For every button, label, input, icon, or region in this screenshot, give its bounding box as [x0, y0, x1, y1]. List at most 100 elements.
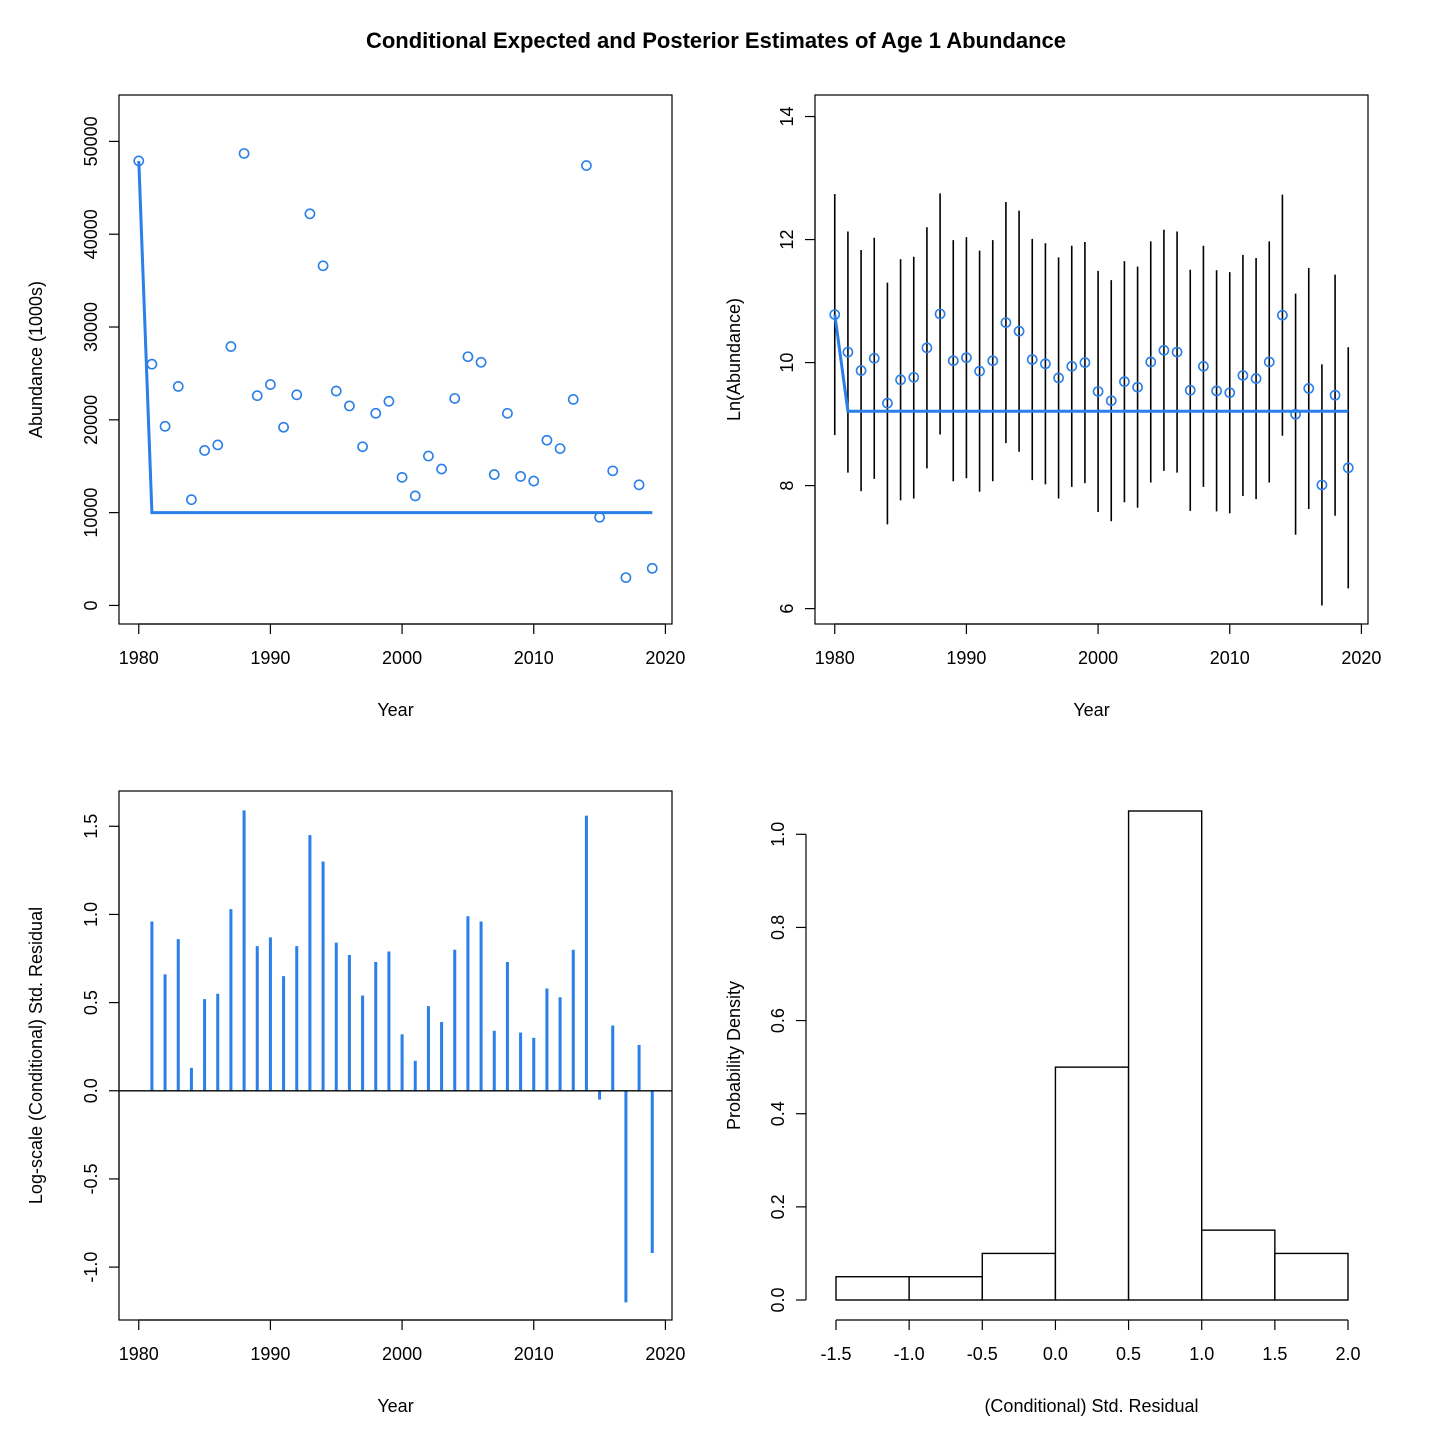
y-tick-label: 0.2	[768, 1194, 788, 1219]
data-point	[146, 358, 158, 370]
data-point	[396, 471, 408, 483]
data-point	[357, 441, 368, 453]
y-tick-label: 1.0	[768, 822, 788, 847]
data-point	[1158, 344, 1170, 356]
x-tick-label: 2020	[645, 648, 685, 668]
data-point	[1000, 317, 1012, 328]
y-tick-label: 50000	[81, 116, 101, 166]
expected-line	[137, 160, 653, 515]
data-point	[409, 490, 421, 502]
data-point	[1040, 358, 1051, 370]
y-tick-label: 0.4	[768, 1101, 788, 1126]
data-point	[882, 397, 893, 409]
data-point	[855, 365, 867, 376]
data-point	[1053, 372, 1064, 384]
data-point	[515, 471, 526, 482]
x-axis-label: Year	[1073, 700, 1109, 720]
data-point	[581, 160, 592, 171]
data-point	[1013, 325, 1025, 337]
data-point	[1105, 395, 1117, 407]
y-tick-label: 0.0	[768, 1287, 788, 1312]
x-axis-label: (Conditional) Std. Residual	[984, 1396, 1198, 1416]
data-point	[291, 389, 303, 401]
data-point	[304, 208, 316, 220]
data-point	[212, 439, 224, 451]
data-point	[449, 393, 461, 404]
data-point	[1316, 479, 1328, 491]
data-point	[1184, 384, 1196, 396]
x-tick-label: 2020	[1341, 648, 1381, 668]
y-tick-label: 1.5	[81, 814, 101, 839]
x-tick-label: 2000	[1078, 648, 1118, 668]
data-point	[868, 352, 880, 364]
y-tick-label: 20000	[81, 395, 101, 445]
y-tick-label: 0.8	[768, 915, 788, 940]
plot-frame	[118, 94, 673, 625]
y-tick-label: -1.0	[81, 1252, 101, 1283]
data-point	[1277, 309, 1288, 321]
data-point	[199, 445, 210, 456]
histogram-bar	[1127, 810, 1203, 1301]
x-tick-label: -0.5	[967, 1344, 998, 1364]
data-point	[567, 394, 579, 405]
x-tick-label: 2010	[514, 1344, 554, 1364]
y-axis-label: Ln(Abundance)	[724, 298, 744, 421]
data-point	[934, 308, 946, 320]
data-point	[554, 443, 566, 454]
data-point	[1342, 462, 1354, 474]
y-tick-label: 10	[777, 353, 797, 373]
data-point	[1171, 346, 1183, 358]
data-point	[1092, 386, 1104, 397]
histogram-bar	[981, 1252, 1057, 1301]
data-point	[895, 374, 906, 386]
data-point	[251, 390, 263, 402]
data-point	[1026, 354, 1038, 365]
plot-frame	[814, 94, 1369, 625]
y-tick-label: -0.5	[81, 1163, 101, 1194]
y-tick-label: 6	[777, 604, 797, 614]
histogram-panel: -1.5 -1.0 -0.5 0.0 0.5 1.0 1.5 2.0 0.0 0.2 0.4 0.6 0…	[724, 810, 1361, 1416]
x-tick-label: 1990	[946, 648, 986, 668]
histogram-bar	[1274, 1252, 1349, 1301]
data-point	[1132, 381, 1143, 393]
histogram-bar	[908, 1276, 983, 1301]
data-point	[344, 400, 355, 412]
x-tick-label: 2010	[514, 648, 554, 668]
y-axis-label: Abundance (1000s)	[26, 281, 46, 438]
y-tick-label: 1.0	[81, 902, 101, 927]
x-axis-label: Year	[377, 700, 413, 720]
x-tick-label: -1.5	[820, 1344, 851, 1364]
data-point	[133, 155, 145, 167]
data-point	[607, 465, 619, 477]
data-point	[383, 395, 395, 407]
data-point	[1237, 370, 1249, 381]
data-point	[172, 381, 184, 392]
data-point	[238, 148, 250, 159]
y-tick-label: 0	[81, 600, 101, 610]
data-point	[633, 479, 645, 491]
data-point	[620, 572, 632, 583]
x-tick-label: 2000	[382, 1344, 422, 1364]
data-point	[1145, 356, 1157, 368]
x-tick-label: 0.5	[1116, 1344, 1141, 1364]
x-tick-label: 1.0	[1189, 1344, 1214, 1364]
data-point	[842, 346, 854, 358]
data-point	[594, 511, 605, 523]
data-point	[961, 352, 972, 364]
data-point	[1198, 360, 1209, 372]
data-point	[462, 351, 474, 363]
data-point	[265, 379, 276, 390]
data-point	[436, 463, 447, 475]
y-tick-label: 0.5	[81, 990, 101, 1015]
x-tick-label: 1980	[119, 648, 159, 668]
data-point	[1250, 373, 1262, 384]
y-tick-label: 14	[777, 107, 797, 127]
data-point	[502, 407, 513, 419]
data-point	[947, 355, 959, 367]
x-tick-label: 1990	[250, 1344, 290, 1364]
data-point	[921, 342, 933, 354]
data-point	[908, 371, 920, 383]
data-point	[1263, 356, 1275, 368]
x-tick-label: 1980	[119, 1344, 159, 1364]
